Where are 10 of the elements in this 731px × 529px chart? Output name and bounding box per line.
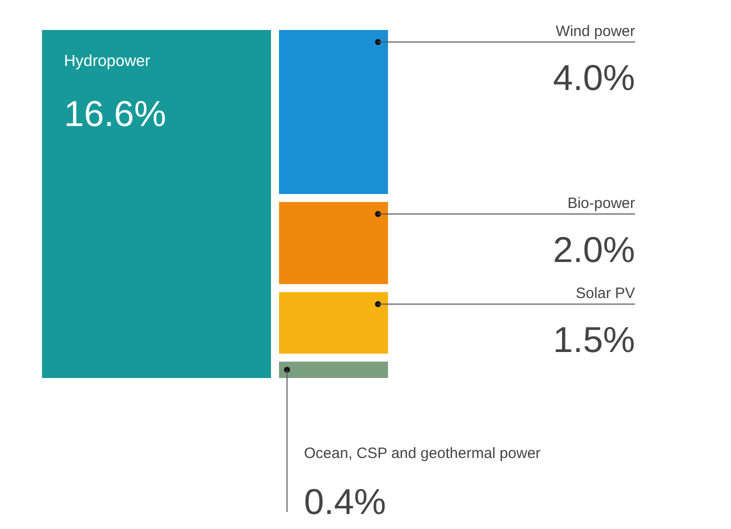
- data-label: 1.5%: [552, 319, 635, 360]
- data-label: 0.4%: [304, 481, 386, 522]
- data-label: 16.6%: [64, 93, 166, 134]
- category-label: Hydropower: [64, 53, 151, 70]
- data-label: 2.0%: [552, 229, 635, 270]
- category-label: Solar PV: [576, 285, 635, 302]
- category-label: Wind power: [556, 23, 635, 40]
- data-label: 4.0%: [552, 57, 635, 98]
- category-label: Ocean, CSP and geothermal power: [304, 445, 541, 462]
- category-label: Bio-power: [567, 195, 636, 212]
